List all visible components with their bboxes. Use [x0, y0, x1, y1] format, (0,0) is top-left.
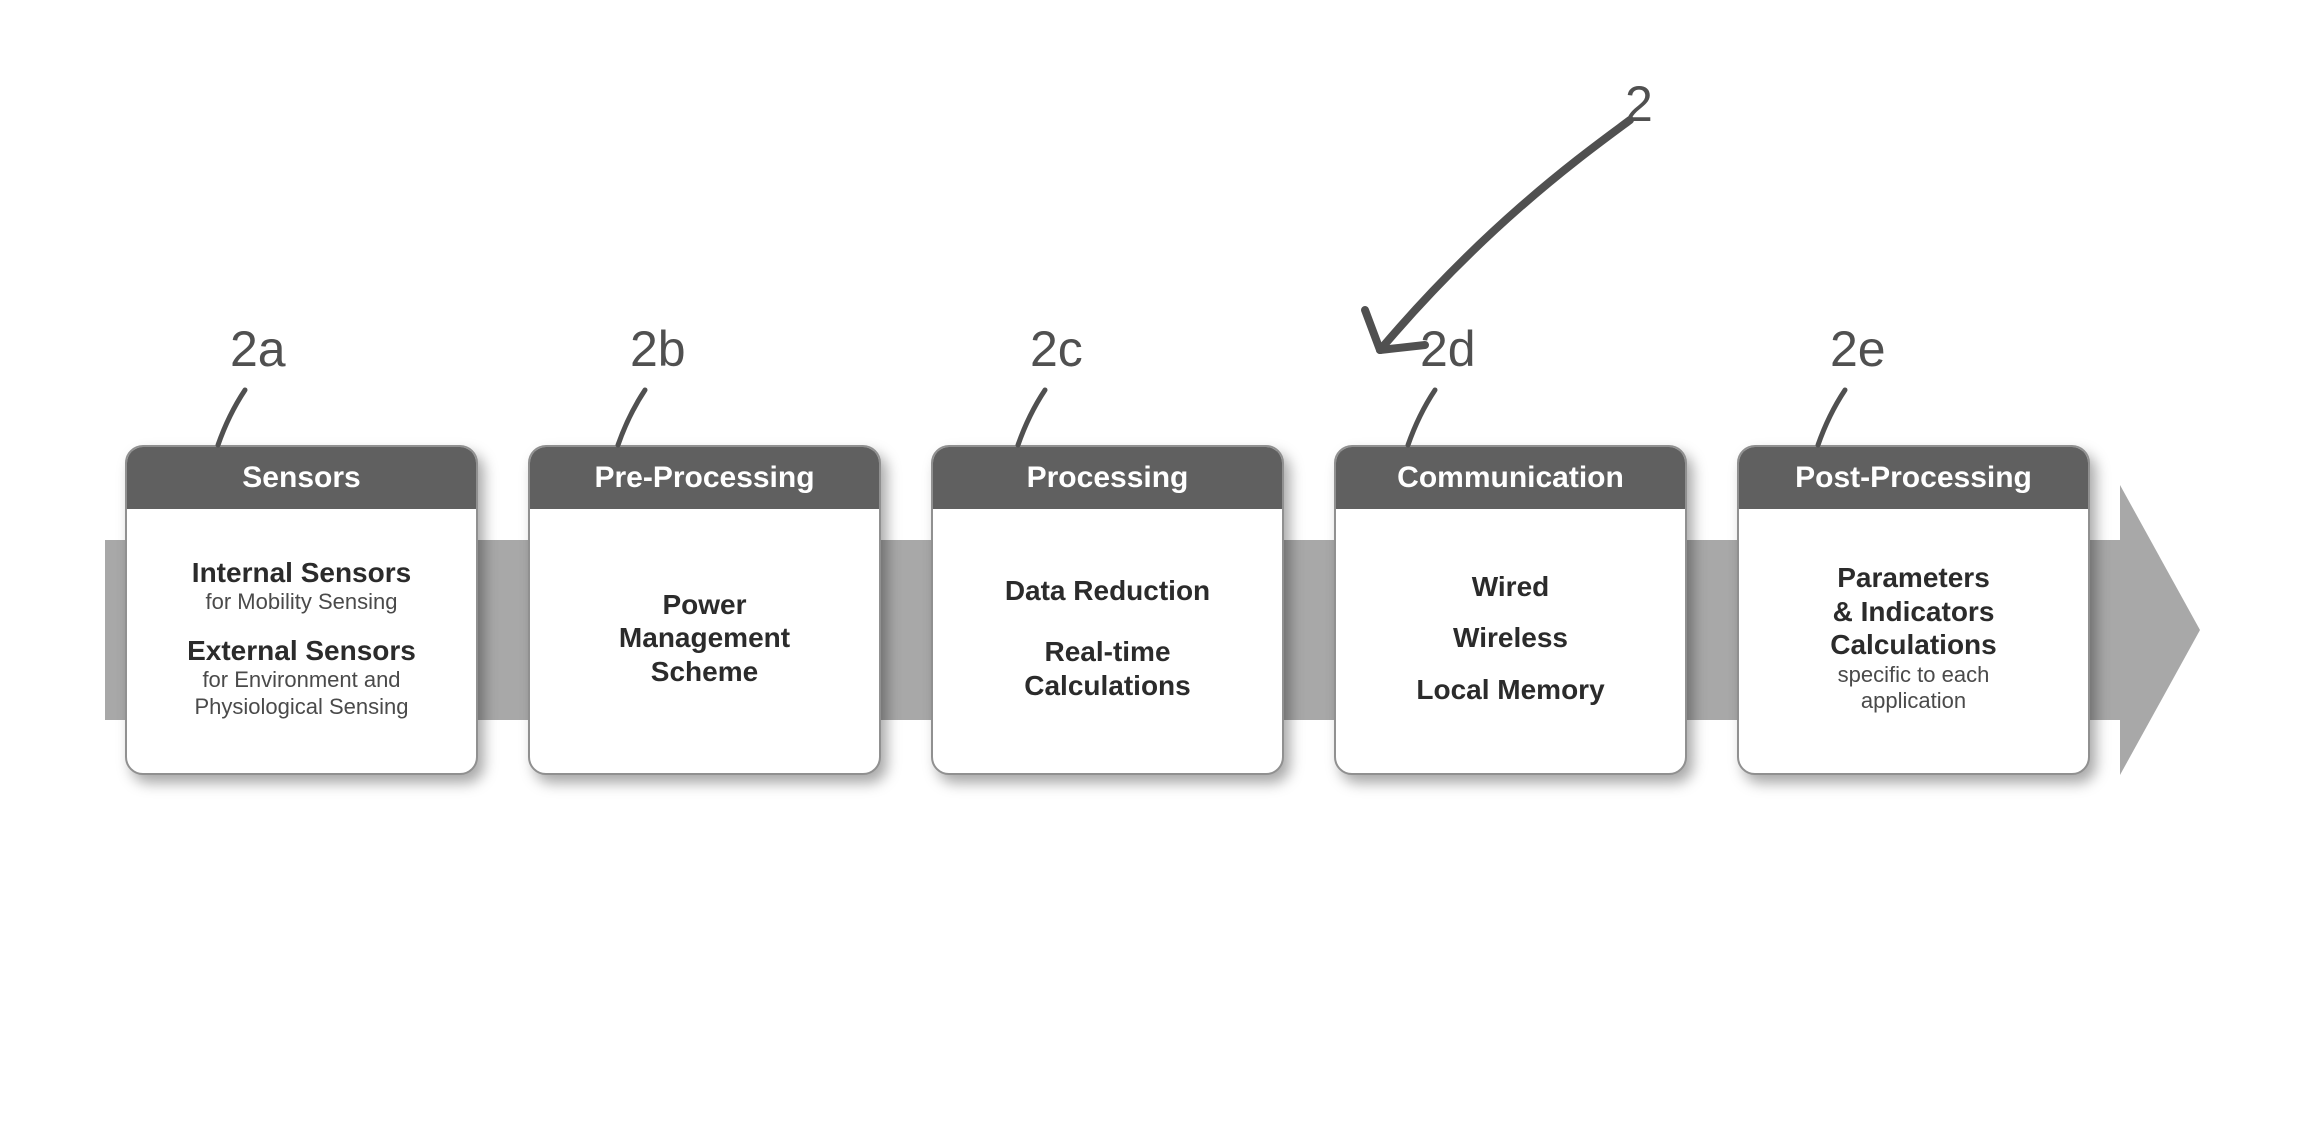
box-communication-body: Wired Wireless Local Memory	[1336, 509, 1685, 773]
ann-d: 2d	[1420, 320, 1476, 378]
ann-e: 2e	[1830, 320, 1886, 378]
box-sensors-header: Sensors	[127, 447, 476, 509]
ann-c: 2c	[1030, 320, 1083, 378]
box-communication: Communication Wired Wireless Local Memor…	[1334, 445, 1687, 775]
diagram-container: Sensors Internal Sensors for Mobility Se…	[105, 445, 2195, 795]
box-sensors-body: Internal Sensors for Mobility Sensing Ex…	[127, 509, 476, 773]
box-preprocessing: Pre-Processing Power Management Scheme	[528, 445, 881, 775]
hook-e	[1800, 380, 1860, 455]
text: specific to each	[1749, 662, 2078, 688]
box-postprocessing-header: Post-Processing	[1739, 447, 2088, 509]
text: Scheme	[540, 655, 869, 689]
text: Wireless	[1346, 621, 1675, 655]
box-sensors: Sensors Internal Sensors for Mobility Se…	[125, 445, 478, 775]
hook-a	[200, 380, 260, 455]
text: Management	[540, 621, 869, 655]
text: Data Reduction	[943, 574, 1272, 608]
box-postprocessing-body: Parameters & Indicators Calculations spe…	[1739, 509, 2088, 773]
text: Calculations	[943, 669, 1272, 703]
box-preprocessing-header: Pre-Processing	[530, 447, 879, 509]
hook-b	[600, 380, 660, 455]
top-annotation-label: 2	[1625, 75, 1653, 133]
box-processing-header: Processing	[933, 447, 1282, 509]
top-arrow-svg	[1270, 100, 1690, 420]
text: application	[1749, 688, 2078, 714]
text: for Environment and	[137, 667, 466, 693]
text: Real-time	[943, 635, 1272, 669]
text: External Sensors	[137, 634, 466, 668]
ann-a: 2a	[230, 320, 286, 378]
ann-b: 2b	[630, 320, 686, 378]
box-processing: Processing Data Reduction Real-time Calc…	[931, 445, 1284, 775]
arrow-head	[2120, 485, 2200, 775]
hook-d	[1390, 380, 1450, 455]
box-postprocessing: Post-Processing Parameters & Indicators …	[1737, 445, 2090, 775]
text: Internal Sensors	[137, 556, 466, 590]
box-communication-header: Communication	[1336, 447, 1685, 509]
box-preprocessing-body: Power Management Scheme	[530, 509, 879, 773]
text: Local Memory	[1346, 673, 1675, 707]
text: Calculations	[1749, 628, 2078, 662]
text: Wired	[1346, 570, 1675, 604]
text: Power	[540, 588, 869, 622]
text: & Indicators	[1749, 595, 2078, 629]
hook-c	[1000, 380, 1060, 455]
text: Parameters	[1749, 561, 2078, 595]
box-processing-body: Data Reduction Real-time Calculations	[933, 509, 1282, 773]
text: for Mobility Sensing	[137, 589, 466, 615]
text: Physiological Sensing	[137, 694, 466, 720]
